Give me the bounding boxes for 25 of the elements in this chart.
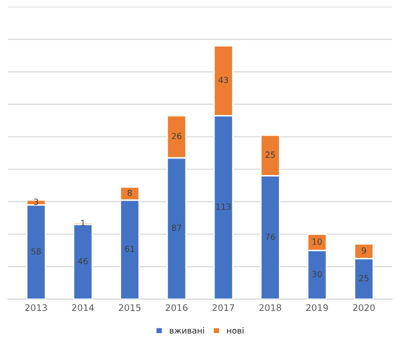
- data-label: 113: [216, 204, 231, 210]
- data-label: 76: [266, 234, 276, 240]
- x-tick-label: 2015: [118, 304, 140, 312]
- data-label: 10: [312, 238, 322, 245]
- data-label: 25: [266, 152, 275, 158]
- data-label: 58: [31, 248, 41, 255]
- legend-label: вживані: [170, 327, 204, 334]
- data-label: 87: [172, 224, 182, 231]
- data-label: 26: [172, 132, 182, 140]
- x-tick-label: 2013: [25, 304, 47, 312]
- x-tick-label: 2020: [353, 304, 375, 312]
- data-label: 43: [218, 76, 228, 84]
- x-tick-label: 2016: [166, 304, 188, 312]
- data-label: 46: [78, 258, 88, 264]
- data-label: 8: [128, 190, 132, 196]
- data-label: 25: [359, 275, 368, 282]
- data-label: 1: [81, 220, 85, 226]
- x-tick-label: 2017: [212, 304, 234, 312]
- data-label: 61: [125, 246, 134, 252]
- data-label: 30: [312, 270, 322, 278]
- data-label: 9: [362, 247, 366, 254]
- x-tick-label: 2019: [306, 304, 328, 312]
- legend-label: нові: [227, 327, 244, 334]
- x-tick-label: 2014: [72, 304, 94, 312]
- x-tick-label: 2018: [259, 304, 282, 312]
